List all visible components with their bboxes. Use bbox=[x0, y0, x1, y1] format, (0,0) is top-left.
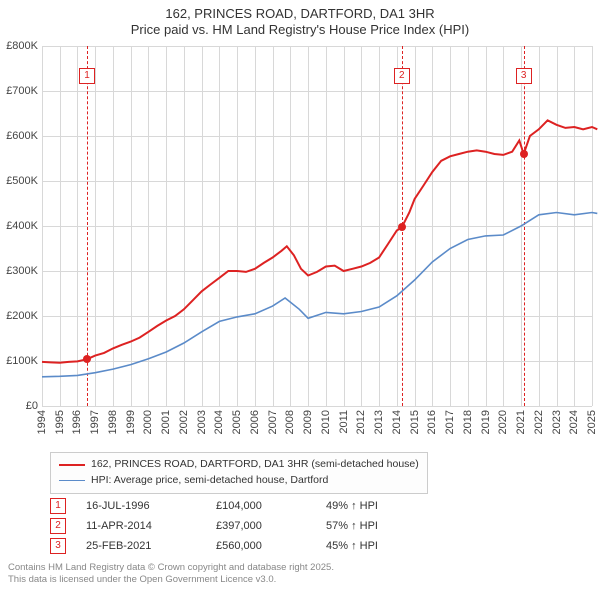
price-events-table: 1 16-JUL-1996 £104,000 49% ↑ HPI 2 11-APR-201… bbox=[50, 496, 426, 556]
table-row-date: 16-JUL-1996 bbox=[86, 500, 196, 512]
x-axis-tick-label: 2001 bbox=[160, 410, 172, 434]
footer-line-2: This data is licensed under the Open Gov… bbox=[8, 574, 592, 586]
x-axis-tick-label: 2003 bbox=[196, 410, 208, 434]
table-row-hpi-delta: 45% ↑ HPI bbox=[326, 540, 426, 552]
table-row: 1 16-JUL-1996 £104,000 49% ↑ HPI bbox=[50, 496, 426, 516]
x-axis-tick-label: 2009 bbox=[302, 410, 314, 434]
x-axis-tick-label: 2023 bbox=[551, 410, 563, 434]
x-axis-tick-label: 1995 bbox=[54, 410, 66, 434]
gridline-vertical bbox=[592, 46, 593, 406]
x-axis-tick-label: 2007 bbox=[267, 410, 279, 434]
table-row-price: £560,000 bbox=[216, 540, 306, 552]
y-axis-tick-label: £500K bbox=[0, 175, 38, 187]
footer-line-1: Contains HM Land Registry data © Crown c… bbox=[8, 562, 592, 574]
y-axis-tick-label: £600K bbox=[0, 130, 38, 142]
x-axis-tick-label: 1999 bbox=[125, 410, 137, 434]
y-axis-tick-label: £0 bbox=[0, 400, 38, 412]
table-row-number: 1 bbox=[50, 498, 66, 514]
table-row: 3 25-FEB-2021 £560,000 45% ↑ HPI bbox=[50, 536, 426, 556]
x-axis-tick-label: 2006 bbox=[249, 410, 261, 434]
x-axis-tick-label: 2024 bbox=[568, 410, 580, 434]
table-row-price: £104,000 bbox=[216, 500, 306, 512]
x-axis-tick-label: 2012 bbox=[355, 410, 367, 434]
table-row-hpi-delta: 57% ↑ HPI bbox=[326, 520, 426, 532]
chart-plot-area: £0£100K£200K£300K£400K£500K£600K£700K£80… bbox=[42, 46, 592, 406]
x-axis-tick-label: 2020 bbox=[497, 410, 509, 434]
x-axis-tick-label: 2013 bbox=[373, 410, 385, 434]
x-axis-tick-label: 2014 bbox=[391, 410, 403, 434]
table-row-number: 3 bbox=[50, 538, 66, 554]
x-axis-tick-label: 2005 bbox=[231, 410, 243, 434]
gridline-horizontal bbox=[42, 406, 592, 407]
x-axis-tick-label: 1994 bbox=[36, 410, 48, 434]
x-axis-tick-label: 2021 bbox=[515, 410, 527, 434]
table-row: 2 11-APR-2014 £397,000 57% ↑ HPI bbox=[50, 516, 426, 536]
chart-lines-layer bbox=[42, 46, 592, 406]
legend-label: HPI: Average price, semi-detached house,… bbox=[91, 473, 328, 489]
table-row-price: £397,000 bbox=[216, 520, 306, 532]
table-row-date: 11-APR-2014 bbox=[86, 520, 196, 532]
legend-label: 162, PRINCES ROAD, DARTFORD, DA1 3HR (se… bbox=[91, 457, 419, 473]
y-axis-tick-label: £200K bbox=[0, 310, 38, 322]
x-axis-tick-label: 2017 bbox=[444, 410, 456, 434]
x-axis-tick-label: 2019 bbox=[480, 410, 492, 434]
x-axis-tick-label: 2025 bbox=[586, 410, 598, 434]
y-axis-tick-label: £300K bbox=[0, 265, 38, 277]
x-axis-tick-label: 2011 bbox=[338, 410, 350, 434]
x-axis-tick-label: 2004 bbox=[213, 410, 225, 434]
legend-swatch bbox=[59, 480, 85, 481]
x-axis-tick-label: 1996 bbox=[71, 410, 83, 434]
chart-title-line-1: 162, PRINCES ROAD, DARTFORD, DA1 3HR bbox=[0, 6, 600, 22]
chart-legend: 162, PRINCES ROAD, DARTFORD, DA1 3HR (se… bbox=[50, 452, 428, 494]
x-axis-tick-label: 2022 bbox=[533, 410, 545, 434]
chart-title-line-2: Price paid vs. HM Land Registry's House … bbox=[0, 22, 600, 38]
y-axis-tick-label: £800K bbox=[0, 40, 38, 52]
footer-attribution: Contains HM Land Registry data © Crown c… bbox=[8, 562, 592, 586]
y-axis-tick-label: £400K bbox=[0, 220, 38, 232]
table-row-date: 25-FEB-2021 bbox=[86, 540, 196, 552]
x-axis-tick-label: 2018 bbox=[462, 410, 474, 434]
x-axis-tick-label: 2002 bbox=[178, 410, 190, 434]
x-axis-tick-label: 2015 bbox=[409, 410, 421, 434]
chart-title-block: 162, PRINCES ROAD, DARTFORD, DA1 3HR Pri… bbox=[0, 0, 600, 39]
y-axis-tick-label: £100K bbox=[0, 355, 38, 367]
y-axis-tick-label: £700K bbox=[0, 85, 38, 97]
x-axis-tick-label: 2008 bbox=[284, 410, 296, 434]
table-row-hpi-delta: 49% ↑ HPI bbox=[326, 500, 426, 512]
x-axis-tick-label: 2000 bbox=[142, 410, 154, 434]
x-axis-tick-label: 2016 bbox=[426, 410, 438, 434]
legend-row: 162, PRINCES ROAD, DARTFORD, DA1 3HR (se… bbox=[59, 457, 419, 473]
table-row-number: 2 bbox=[50, 518, 66, 534]
legend-row: HPI: Average price, semi-detached house,… bbox=[59, 473, 419, 489]
x-axis-tick-label: 2010 bbox=[320, 410, 332, 434]
series-line-price_paid bbox=[42, 120, 597, 362]
legend-swatch bbox=[59, 464, 85, 466]
x-axis-tick-label: 1998 bbox=[107, 410, 119, 434]
x-axis-tick-label: 1997 bbox=[89, 410, 101, 434]
series-line-hpi bbox=[42, 213, 597, 377]
